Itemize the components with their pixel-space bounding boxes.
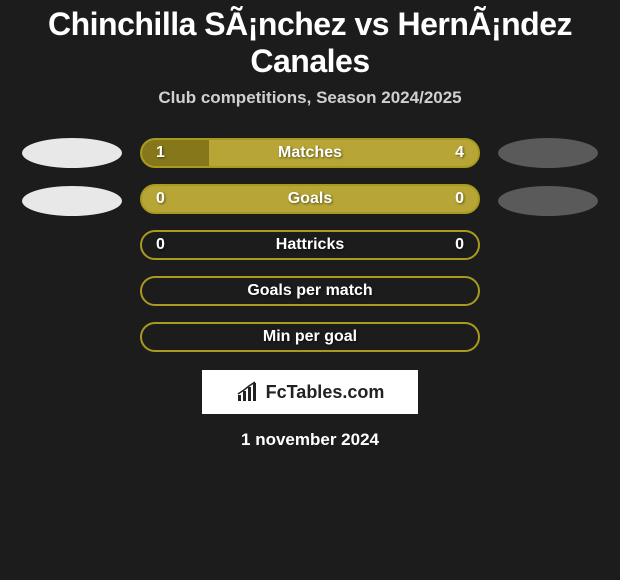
logo-text: FcTables.com <box>266 382 385 403</box>
stat-label: Min per goal <box>263 328 357 346</box>
page-title: Chinchilla SÃ¡nchez vs HernÃ¡ndez Canale… <box>0 2 620 88</box>
stat-label: Goals <box>288 190 332 208</box>
chart-icon <box>236 381 262 403</box>
stat-right-value: 4 <box>455 144 464 162</box>
stat-label: Matches <box>278 144 342 162</box>
stat-left-value: 0 <box>156 236 165 254</box>
player-left-pill <box>22 186 122 216</box>
right-pill-column <box>498 138 598 216</box>
stat-row: 0 Hattricks 0 <box>140 230 480 260</box>
stat-label: Goals per match <box>247 282 372 300</box>
stat-right-value: 0 <box>455 236 464 254</box>
stat-left-value: 0 <box>156 190 165 208</box>
player-right-pill <box>498 186 598 216</box>
stats-bars: 1 Matches 4 0 Goals 0 0 Hattricks 0 Goals per mat… <box>140 138 480 352</box>
stat-right-value: 0 <box>455 190 464 208</box>
left-pill-column <box>22 138 122 216</box>
stat-label: Hattricks <box>276 236 344 254</box>
stat-left-fill <box>142 140 209 166</box>
page-subtitle: Club competitions, Season 2024/2025 <box>0 88 620 108</box>
stat-row: 1 Matches 4 <box>140 138 480 168</box>
player-right-pill <box>498 138 598 168</box>
stat-row: 0 Goals 0 <box>140 184 480 214</box>
stat-row: Min per goal <box>140 322 480 352</box>
stat-row: Goals per match <box>140 276 480 306</box>
date-text: 1 november 2024 <box>0 430 620 450</box>
stat-left-value: 1 <box>156 144 165 162</box>
source-logo: FcTables.com <box>202 370 418 414</box>
player-left-pill <box>22 138 122 168</box>
comparison-widget: Chinchilla SÃ¡nchez vs HernÃ¡ndez Canale… <box>0 0 620 450</box>
stats-area: 1 Matches 4 0 Goals 0 0 Hattricks 0 Goals per mat… <box>0 138 620 352</box>
